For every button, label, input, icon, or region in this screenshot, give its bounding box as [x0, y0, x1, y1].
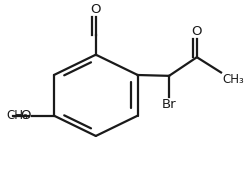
Text: CH₃: CH₃	[6, 109, 28, 122]
Text: Br: Br	[162, 98, 176, 111]
Text: O: O	[90, 3, 101, 16]
Text: O: O	[20, 109, 31, 122]
Text: CH₃: CH₃	[222, 73, 244, 86]
Text: O: O	[192, 25, 202, 38]
